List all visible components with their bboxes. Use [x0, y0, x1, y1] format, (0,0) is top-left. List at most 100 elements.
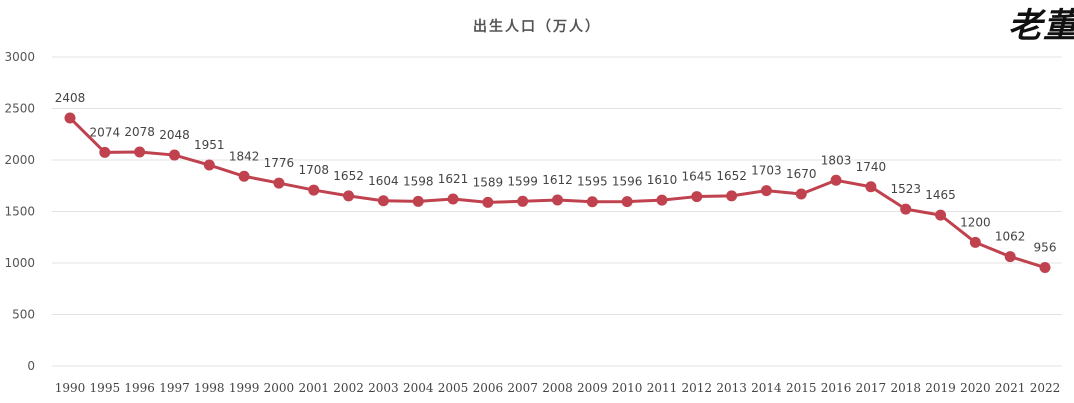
- x-tick-label: 2007: [507, 381, 538, 395]
- data-point: [168, 149, 180, 161]
- data-label: 2074: [90, 125, 121, 139]
- data-point: [203, 159, 215, 171]
- x-tick-label: 2013: [716, 381, 747, 395]
- data-label: 1523: [890, 182, 921, 196]
- data-point: [900, 203, 912, 215]
- y-axis-ticks: 0 500 1000 1500 2000 2500 3000: [4, 50, 35, 373]
- data-label: 1604: [368, 174, 399, 188]
- x-tick-label: 1999: [229, 381, 260, 395]
- data-point: [935, 209, 947, 221]
- series-layer: [64, 112, 1051, 274]
- data-label: 1740: [856, 160, 887, 174]
- x-tick-label: 2005: [438, 381, 469, 395]
- data-label: 1803: [821, 153, 852, 167]
- data-label: 1062: [995, 230, 1026, 244]
- gridlines: [52, 56, 1062, 367]
- x-tick-label: 2002: [333, 381, 364, 395]
- data-label: 2048: [159, 128, 190, 142]
- data-label: 956: [1034, 241, 1057, 255]
- data-label: 1842: [229, 149, 260, 163]
- data-label: 1612: [542, 173, 573, 187]
- data-point: [308, 184, 320, 196]
- data-point: [691, 191, 703, 203]
- data-label: 2078: [124, 125, 155, 139]
- x-tick-label: 1996: [124, 381, 155, 395]
- data-point: [99, 146, 111, 158]
- data-label: 1465: [925, 188, 956, 202]
- data-point: [343, 190, 355, 202]
- x-tick-label: 2000: [264, 381, 295, 395]
- x-tick-label: 2017: [856, 381, 887, 395]
- x-tick-label: 2020: [960, 381, 991, 395]
- data-point: [621, 196, 633, 208]
- y-tick-label: 0: [27, 359, 35, 373]
- data-point: [482, 196, 494, 208]
- data-point: [517, 195, 529, 207]
- data-label: 1645: [682, 170, 713, 184]
- data-label: 1951: [194, 138, 225, 152]
- data-label: 1621: [438, 172, 469, 186]
- data-label: 1596: [612, 175, 643, 189]
- y-tick-label: 500: [12, 308, 35, 322]
- y-tick-label: 1500: [4, 205, 35, 219]
- x-tick-label: 1997: [159, 381, 190, 395]
- data-label: 1708: [298, 163, 329, 177]
- data-point: [726, 190, 738, 202]
- chart-title: 出生人口（万人）: [473, 18, 601, 35]
- x-tick-label: 2001: [298, 381, 329, 395]
- data-point: [552, 194, 563, 206]
- x-tick-label: 2012: [682, 381, 713, 395]
- data-label: 1598: [403, 174, 434, 188]
- data-label: 1670: [786, 167, 817, 181]
- x-tick-label: 1998: [194, 381, 225, 395]
- x-tick-label: 2003: [368, 381, 399, 395]
- data-label: 1652: [333, 169, 364, 183]
- data-label: 2408: [55, 91, 86, 105]
- watermark-logo: 老董: [1008, 6, 1074, 46]
- data-point: [760, 185, 772, 197]
- y-tick-label: 2500: [4, 102, 35, 116]
- data-point: [273, 177, 285, 189]
- data-label: 1599: [507, 174, 538, 188]
- data-label: 1703: [751, 164, 782, 178]
- x-tick-label: 2022: [1030, 381, 1061, 395]
- data-point: [586, 196, 598, 208]
- data-point: [447, 193, 459, 205]
- x-tick-label: 2009: [577, 381, 608, 395]
- x-tick-label: 1995: [90, 381, 121, 395]
- data-point: [1039, 262, 1051, 274]
- y-tick-label: 3000: [4, 50, 35, 64]
- x-tick-label: 2011: [647, 381, 678, 395]
- data-point: [377, 195, 389, 207]
- x-tick-label: 2019: [925, 381, 956, 395]
- x-tick-label: 2010: [612, 381, 643, 395]
- data-point: [1004, 251, 1016, 263]
- data-point: [134, 146, 146, 158]
- data-point: [830, 174, 842, 186]
- x-tick-label: 2018: [890, 381, 921, 395]
- x-tick-label: 2006: [473, 381, 504, 395]
- data-point: [412, 195, 424, 207]
- data-point: [865, 181, 877, 193]
- x-tick-label: 2004: [403, 381, 434, 395]
- data-point: [64, 112, 76, 124]
- data-point: [238, 170, 250, 182]
- x-tick-label: 1990: [55, 381, 86, 395]
- data-label: 1776: [264, 156, 295, 170]
- data-point: [795, 188, 807, 200]
- x-axis-ticks: 1990 1995 1996 1997 1998 1999 2000 2001 2002 2003…: [55, 381, 1061, 395]
- data-point: [656, 194, 668, 206]
- data-label: 1610: [647, 173, 678, 187]
- data-label: 1652: [716, 169, 747, 183]
- x-tick-label: 2008: [542, 381, 573, 395]
- x-tick-label: 2015: [786, 381, 817, 395]
- y-tick-label: 1000: [4, 256, 35, 270]
- data-point: [969, 236, 981, 248]
- data-label: 1595: [577, 175, 608, 189]
- y-tick-label: 2000: [4, 153, 35, 167]
- data-label: 1589: [473, 175, 504, 189]
- x-tick-label: 2016: [821, 381, 852, 395]
- x-tick-label: 2014: [751, 381, 782, 395]
